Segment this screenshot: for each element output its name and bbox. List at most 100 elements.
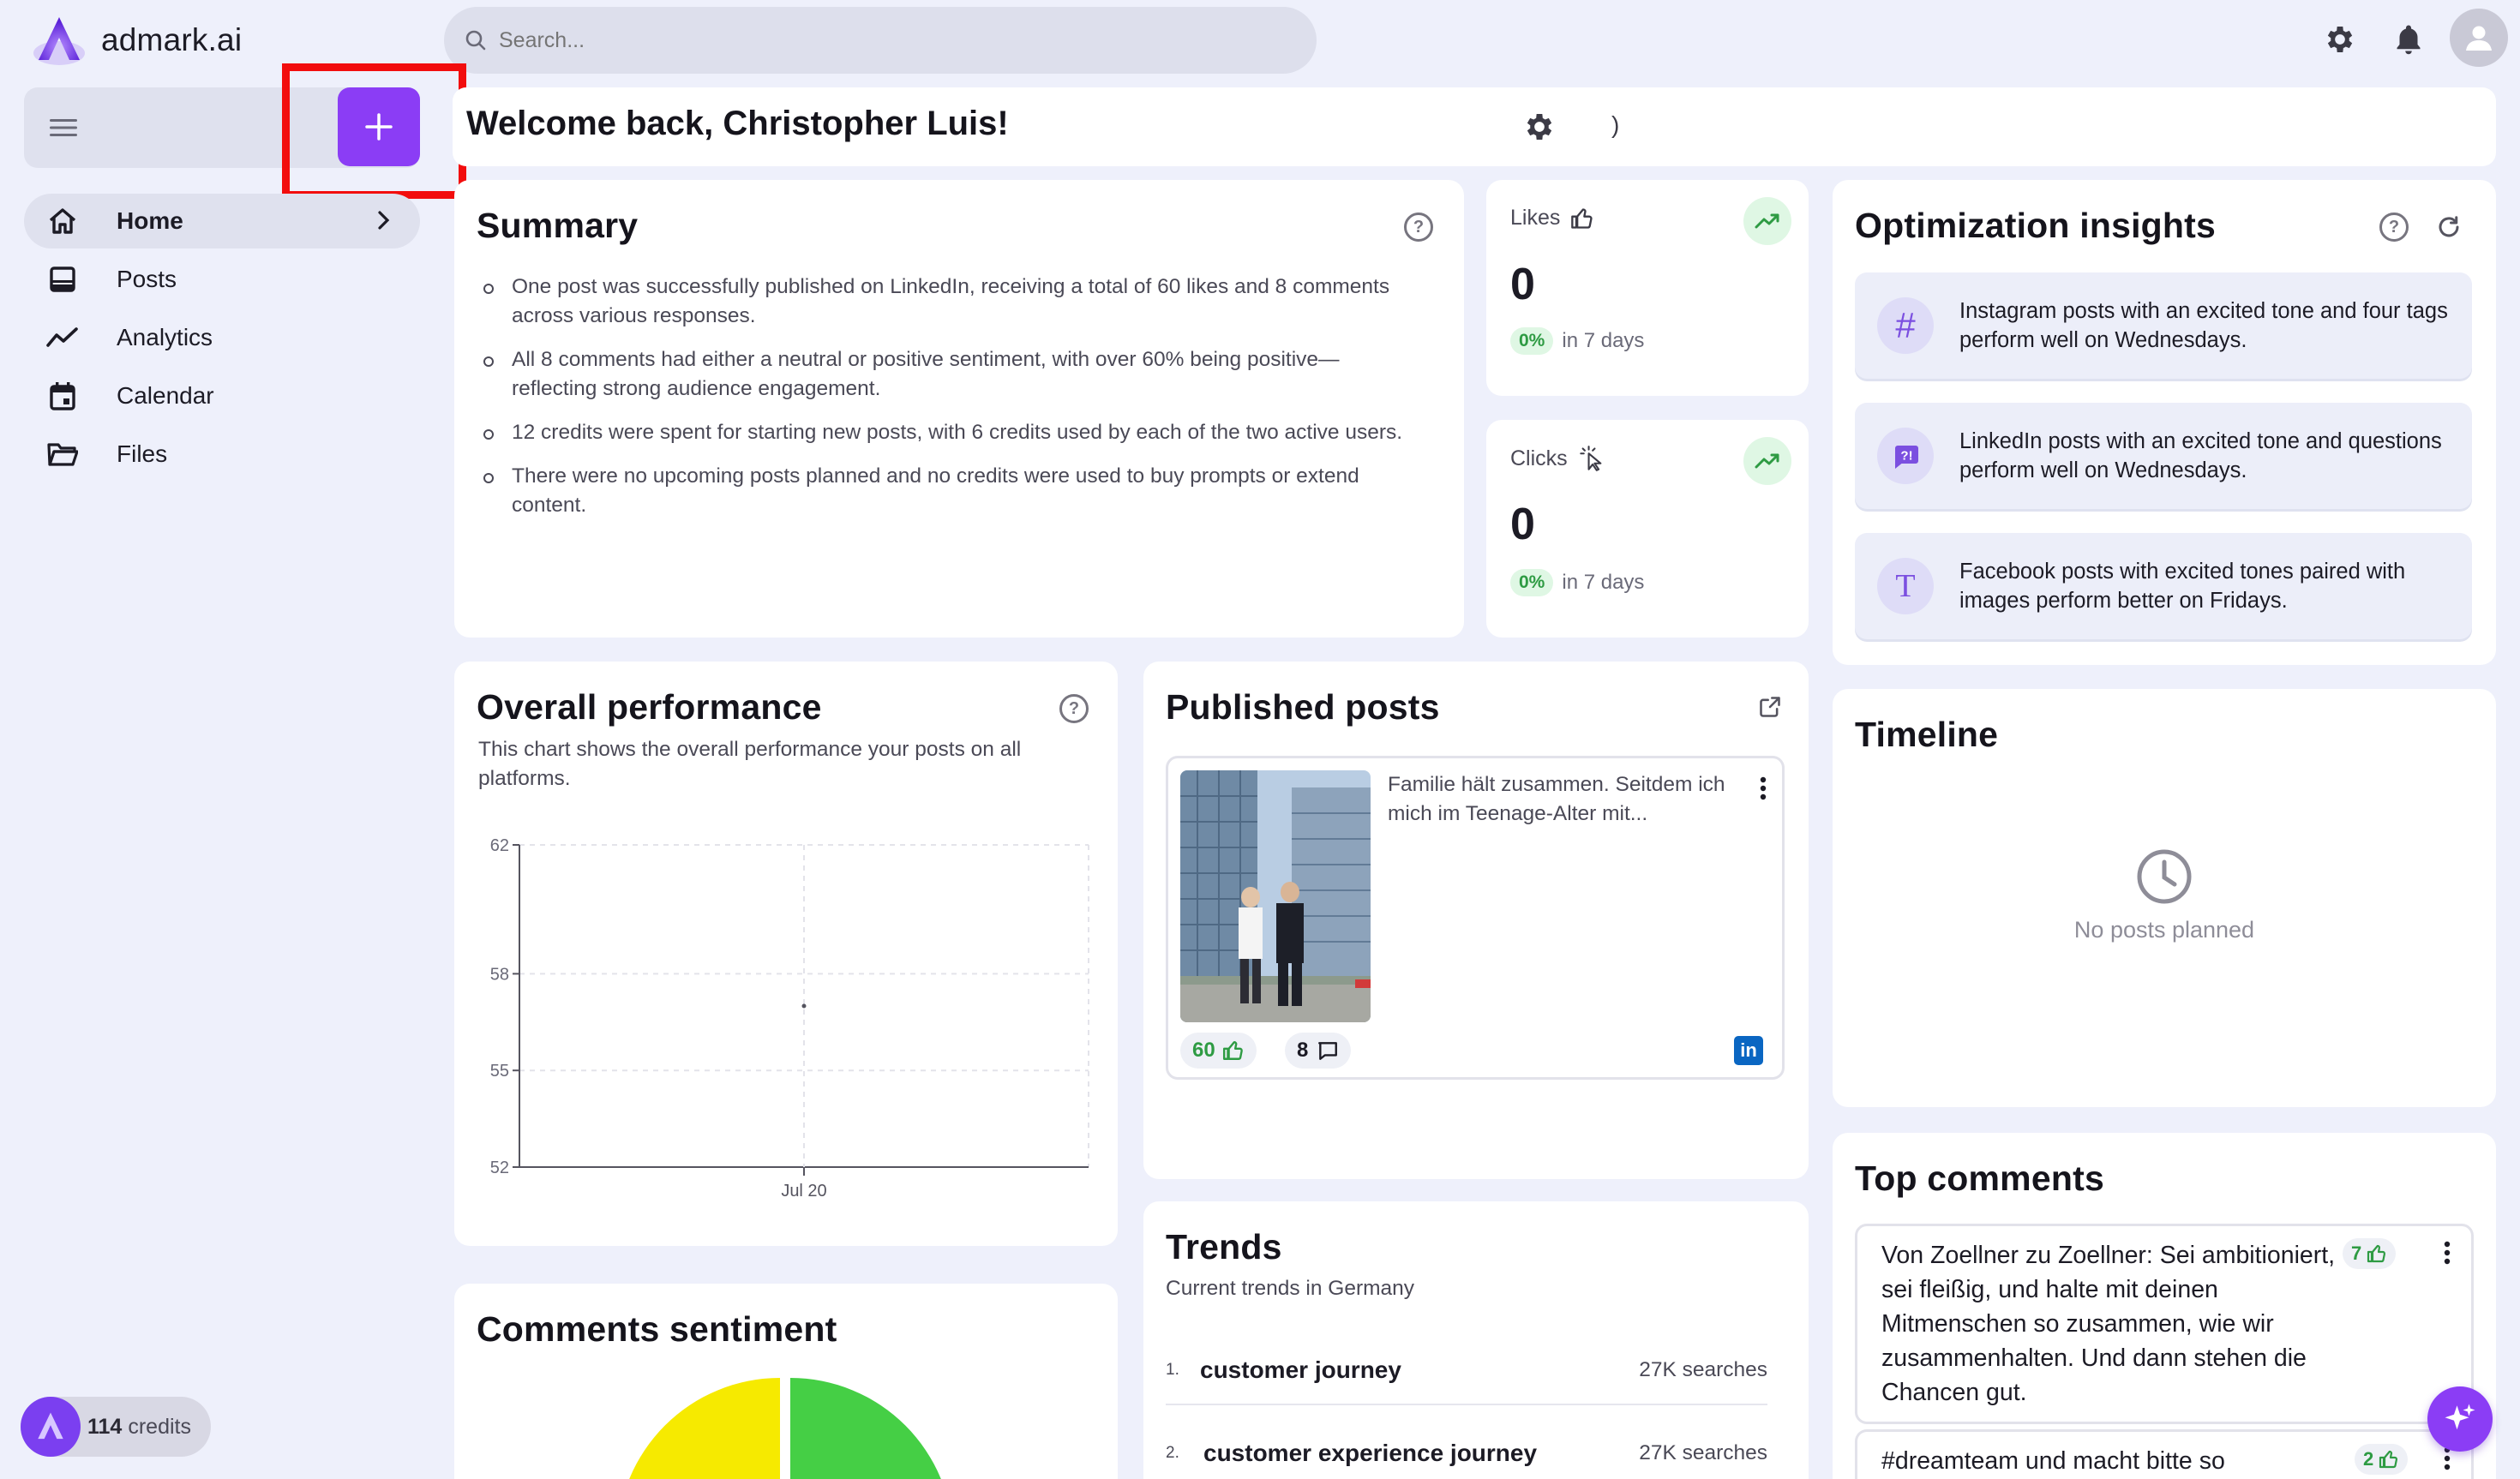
ai-assistant-button[interactable]	[2427, 1386, 2493, 1452]
sidebar-item-analytics[interactable]: Analytics	[24, 310, 420, 365]
clicks-period: in 7 days	[1562, 571, 1645, 594]
timeline-empty-text: No posts planned	[2073, 917, 2255, 943]
insight-item[interactable]: T Facebook posts with excited tones pair…	[1855, 533, 2472, 639]
post-text: Familie hält zusammen. Seitdem ich mich …	[1388, 773, 1725, 825]
trend-term: customer journey	[1200, 1356, 1401, 1383]
x-tick-label: Jul 20	[781, 1182, 826, 1201]
trend-item[interactable]: 2. customer experience journey 27K searc…	[1166, 1419, 1767, 1479]
clicks-label: Clicks	[1510, 446, 1568, 470]
y-tick-label: 58	[490, 965, 509, 984]
text-t-icon: T	[1877, 558, 1934, 614]
comment-likes-badge: 7	[2343, 1238, 2397, 1269]
sentiment-positive-slice	[790, 1378, 941, 1479]
chevron-right-icon	[377, 209, 391, 231]
user-icon	[2466, 26, 2492, 51]
hash-icon: #	[1877, 297, 1934, 354]
trend-rank: 1.	[1166, 1361, 1179, 1379]
comments-sentiment-card: Comments sentiment	[454, 1284, 1118, 1479]
sidebar-item-posts[interactable]: Posts	[24, 252, 420, 307]
post-comments-count: 8	[1297, 1039, 1309, 1062]
sidebar-item-files[interactable]: Files	[24, 427, 420, 482]
summary-card: Summary ? One post was successfully publ…	[454, 180, 1464, 638]
thumbs-up-icon	[2367, 1243, 2387, 1264]
settings-gear-icon[interactable]	[2321, 21, 2359, 58]
overall-performance-card: Overall performance ? This chart shows t…	[454, 662, 1118, 1246]
dashboard-settings-gear-icon[interactable]	[1521, 108, 1558, 146]
analytics-icon	[33, 326, 93, 349]
posts-icon	[33, 266, 93, 293]
performance-chart-svg: 52 55 58 62 Jul 20	[490, 836, 1089, 1201]
timeline-card: Timeline No posts planned	[1833, 689, 2496, 1107]
header-right-glyph: )	[1611, 111, 1620, 138]
likes-change-badge: 0%	[1510, 327, 1554, 355]
sentiment-pie-chart	[629, 1378, 941, 1479]
top-comments-title: Top comments	[1855, 1159, 2104, 1198]
post-card[interactable]: Familie hält zusammen. Seitdem ich mich …	[1166, 756, 1785, 1080]
svg-text:?!: ?!	[1900, 449, 1912, 464]
help-icon[interactable]: ?	[1404, 213, 1433, 242]
post-image[interactable]	[1180, 770, 1371, 1022]
brand[interactable]: admark.ai	[29, 12, 242, 69]
summary-bullet: One post was successfully published on L…	[482, 272, 1416, 331]
help-icon[interactable]: ?	[1059, 694, 1089, 723]
comment-likes-count: 7	[2351, 1242, 2362, 1264]
refresh-icon[interactable]	[2433, 211, 2465, 243]
post-comments-badge: 8	[1285, 1033, 1352, 1069]
sidebar-item-calendar[interactable]: Calendar	[24, 368, 420, 423]
comment-item[interactable]: Von Zoellner zu Zoellner: Sei ambitionie…	[1855, 1224, 2474, 1424]
y-tick-label: 52	[490, 1159, 509, 1177]
trends-subtitle: Current trends in Germany	[1166, 1277, 1415, 1300]
credits-count: 114	[87, 1414, 123, 1439]
external-link-icon[interactable]	[1755, 692, 1785, 722]
insight-item[interactable]: ?! LinkedIn posts with an excited tone a…	[1855, 403, 2472, 509]
post-likes-count: 60	[1192, 1039, 1215, 1062]
clock-icon	[2134, 847, 2194, 907]
likes-label: Likes	[1510, 206, 1561, 230]
insight-text: Instagram posts with an excited tone and…	[1959, 299, 2448, 352]
sentiment-neutral-slice	[629, 1378, 780, 1479]
click-pointer-icon	[1579, 446, 1604, 471]
sidebar-item-label: Home	[117, 207, 183, 234]
summary-bullet: All 8 comments had either a neutral or p…	[482, 345, 1416, 404]
calendar-icon	[33, 381, 93, 410]
menu-hamburger-icon[interactable]	[45, 108, 84, 147]
comment-text: Von Zoellner zu Zoellner: Sei ambitionie…	[1881, 1242, 2336, 1406]
more-vertical-icon[interactable]	[2437, 1238, 2457, 1267]
clicks-stat-card: Clicks 0 0% in 7 days	[1486, 420, 1809, 638]
credits-badge[interactable]: 114 credits	[21, 1397, 211, 1457]
trend-count: 27K searches	[1639, 1358, 1767, 1381]
comment-text: #dreamteam und macht bitte so	[1881, 1447, 2225, 1475]
comment-likes-badge: 2	[2355, 1444, 2409, 1475]
insight-text: Facebook posts with excited tones paired…	[1959, 560, 2406, 613]
performance-title: Overall performance	[477, 687, 822, 727]
likes-stat-card: Likes 0 0% in 7 days	[1486, 180, 1809, 396]
trend-rank: 2.	[1166, 1444, 1179, 1462]
timeline-title: Timeline	[1855, 715, 1999, 754]
linkedin-icon[interactable]: in	[1734, 1036, 1763, 1065]
trend-term: customer experience journey	[1203, 1440, 1538, 1466]
sidebar-item-label: Posts	[117, 266, 177, 292]
sparkles-icon	[2445, 1404, 2475, 1430]
trend-item[interactable]: 1. customer journey 27K searches	[1166, 1337, 1767, 1405]
likes-value: 0	[1510, 260, 1535, 309]
summary-list: One post was successfully published on L…	[482, 272, 1416, 535]
clicks-value: 0	[1510, 500, 1535, 549]
search-input[interactable]	[499, 27, 1270, 53]
create-post-button[interactable]	[338, 87, 420, 166]
more-vertical-icon[interactable]	[1753, 774, 1773, 803]
sidebar-item-home[interactable]: Home	[24, 194, 420, 248]
help-icon[interactable]: ?	[2379, 213, 2409, 242]
trending-up-icon	[1743, 197, 1791, 245]
notifications-bell-icon[interactable]	[2390, 21, 2427, 58]
post-likes-badge: 60	[1180, 1033, 1257, 1069]
insight-item[interactable]: # Instagram posts with an excited tone a…	[1855, 272, 2472, 379]
insight-text: LinkedIn posts with an excited tone and …	[1959, 429, 2442, 482]
welcome-header: Welcome back, Christopher Luis! )	[453, 87, 2496, 166]
avatar[interactable]	[2450, 9, 2508, 67]
search-bar[interactable]	[444, 7, 1317, 74]
sidebar-item-label: Analytics	[117, 324, 213, 350]
comment-item[interactable]: #dreamteam und macht bitte so 2	[1855, 1429, 2474, 1479]
search-icon	[465, 29, 487, 51]
summary-title: Summary	[477, 206, 639, 245]
published-title: Published posts	[1166, 687, 1440, 727]
